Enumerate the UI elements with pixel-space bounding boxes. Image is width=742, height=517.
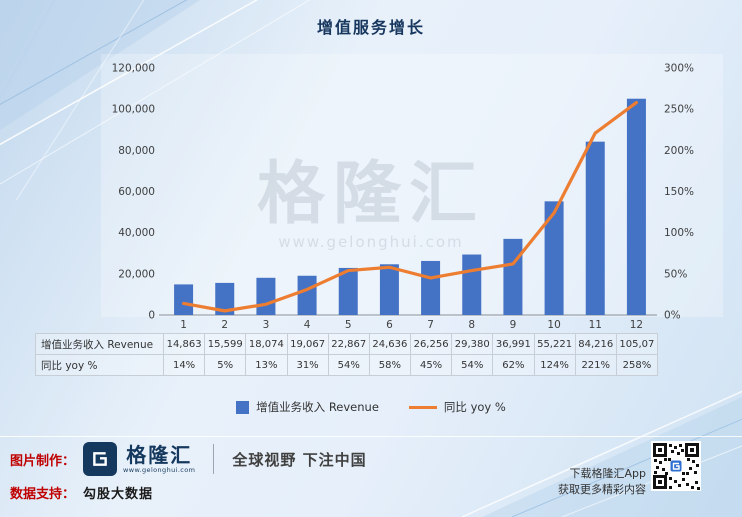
table-cell: 26,256 <box>411 334 453 355</box>
table-cell: 84,216 <box>575 334 617 355</box>
table-cell: 24,636 <box>369 334 411 355</box>
table-row: 增值业务收入 Revenue 14,863 15,599 18,074 19,067 22… <box>36 334 658 355</box>
right-axis-tick: 100% <box>664 227 694 239</box>
table-cell: 15,599 <box>205 334 247 355</box>
category-label: 8 <box>468 319 475 331</box>
left-axis-tick: 20,000 <box>118 268 155 280</box>
table-row: 同比 yoy % 14% 5% 13% 31% 54% 58% 45% 54% 62% 124% 22… <box>36 355 658 376</box>
made-by-label: 图片制作： <box>10 453 76 469</box>
category-label: 6 <box>386 319 393 331</box>
table-cell: 22,867 <box>328 334 370 355</box>
data-source-name: 勾股大数据 <box>83 487 154 502</box>
gelonghui-logo-icon <box>83 442 118 476</box>
legend-label-revenue: 增值业务收入 Revenue <box>256 400 379 414</box>
category-label: 4 <box>304 319 311 331</box>
category-label: 10 <box>547 319 560 331</box>
left-axis-tick: 60,000 <box>118 186 155 198</box>
table-cell: 29,380 <box>452 334 494 355</box>
table-cell: 13% <box>246 355 288 376</box>
qr-caption-line1: 下载格隆汇App <box>569 467 647 480</box>
revenue-bar <box>585 141 605 315</box>
table-cell: 14% <box>164 355 206 376</box>
revenue-bar <box>338 267 358 315</box>
table-cell: 45% <box>411 355 453 376</box>
revenue-bar <box>503 238 523 315</box>
right-axis-tick: 200% <box>664 145 694 157</box>
table-cell: 55,221 <box>534 334 576 355</box>
table-row-label: 增值业务收入 Revenue <box>36 334 164 355</box>
page-title: 增值服务增长 <box>316 18 425 37</box>
left-axis-tick: 120,000 <box>112 63 155 75</box>
qr-code <box>651 441 701 491</box>
table-cell: 14,863 <box>164 334 206 355</box>
qr-caption-line2: 获取更多精彩内容 <box>558 483 646 496</box>
vertical-divider <box>213 444 215 474</box>
table-row-label: 同比 yoy % <box>36 355 164 376</box>
right-axis-tick: 250% <box>664 104 694 116</box>
legend-item-yoy: 同比 yoy % <box>408 399 506 415</box>
revenue-bar <box>421 260 441 315</box>
table-cell: 54% <box>452 355 494 376</box>
category-label: 9 <box>510 319 517 331</box>
yoy-line <box>181 100 639 313</box>
qr-captions: 下载格隆汇App 获取更多精彩内容 <box>558 466 646 498</box>
category-label: 1 <box>180 319 187 331</box>
footer-credits: 图片制作： 格隆汇 www.gelonghui.com 全球视野 下注中国 <box>10 440 367 478</box>
table-cell: 54% <box>328 355 370 376</box>
right-axis-tick: 0% <box>664 310 681 322</box>
left-axis-tick: 40,000 <box>118 227 155 239</box>
right-axis-tick: 150% <box>664 186 694 198</box>
revenue-bar <box>379 264 399 315</box>
revenue-bar <box>297 275 317 315</box>
left-axis-tick: 80,000 <box>118 145 155 157</box>
brand-url: www.gelonghui.com <box>123 465 196 474</box>
legend-label-yoy: 同比 yoy % <box>443 400 506 414</box>
yoy-line-swatch-icon <box>408 405 437 409</box>
chart-legend: 增值业务收入 Revenue 同比 yoy % <box>0 399 742 415</box>
revenue-bar <box>174 284 194 315</box>
table-cell: 105,07 <box>616 334 658 355</box>
footer-divider <box>0 436 742 437</box>
category-label: 5 <box>345 319 352 331</box>
combo-chart: 0 20,000 40,000 60,000 80,000 100,000 120,000 0… <box>101 54 723 331</box>
category-label: 12 <box>630 319 643 331</box>
table-cell: 258% <box>616 355 658 376</box>
revenue-bar <box>544 201 564 315</box>
revenue-bar <box>626 98 646 315</box>
data-support-label: 数据支持： <box>10 487 76 502</box>
revenue-bar <box>256 277 276 315</box>
category-label: 2 <box>221 319 228 331</box>
table-cell: 62% <box>493 355 535 376</box>
gelonghui-logo: 格隆汇 www.gelonghui.com <box>83 442 195 476</box>
left-axis-tick: 100,000 <box>112 104 155 116</box>
brand-name: 格隆汇 <box>126 442 193 467</box>
gelonghui-logo-text: 格隆汇 www.gelonghui.com <box>123 445 195 474</box>
table-cell: 19,067 <box>287 334 329 355</box>
right-axis-tick: 50% <box>664 268 687 280</box>
revenue-bar <box>462 254 482 315</box>
category-label: 3 <box>263 319 270 331</box>
table-cell: 58% <box>369 355 411 376</box>
table-cell: 18,074 <box>246 334 288 355</box>
table-cell: 221% <box>575 355 617 376</box>
brand-slogan: 全球视野 下注中国 <box>232 450 367 469</box>
right-axis-tick: 300% <box>664 63 694 75</box>
category-label: 11 <box>589 319 602 331</box>
left-axis-tick: 0 <box>148 310 155 322</box>
table-cell: 31% <box>287 355 329 376</box>
revenue-bar <box>215 282 235 315</box>
table-cell: 36,991 <box>493 334 535 355</box>
category-label: 7 <box>427 319 434 331</box>
table-cell: 5% <box>205 355 247 376</box>
revenue-swatch-icon <box>236 400 250 414</box>
table-cell: 124% <box>534 355 576 376</box>
data-table: 增值业务收入 Revenue 14,863 15,599 18,074 19,067 22… <box>35 333 658 376</box>
legend-item-revenue: 增值业务收入 Revenue <box>236 399 379 415</box>
footer-data-support: 数据支持： 勾股大数据 <box>10 483 153 502</box>
